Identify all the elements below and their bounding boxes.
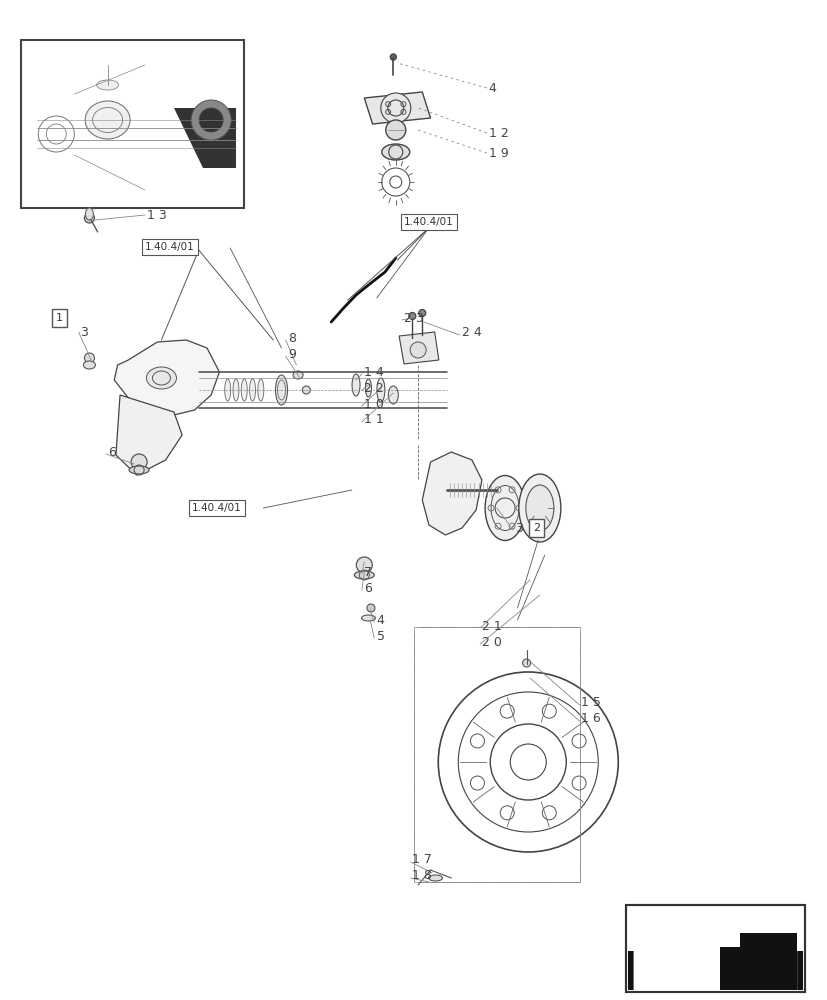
Circle shape: [84, 353, 94, 363]
Ellipse shape: [84, 361, 95, 369]
Text: 1.40.4/01: 1.40.4/01: [192, 503, 241, 513]
Circle shape: [418, 310, 425, 316]
Ellipse shape: [129, 466, 149, 474]
Text: 1 1: 1 1: [364, 413, 384, 426]
Ellipse shape: [232, 379, 239, 401]
Text: 6: 6: [108, 446, 116, 458]
Text: 2 3: 2 3: [404, 312, 423, 325]
Polygon shape: [633, 913, 796, 990]
Text: 6: 6: [364, 581, 372, 594]
Ellipse shape: [381, 144, 409, 160]
Circle shape: [500, 704, 514, 718]
Ellipse shape: [361, 615, 375, 621]
Ellipse shape: [97, 80, 118, 90]
Circle shape: [522, 659, 530, 667]
Text: 2 1: 2 1: [481, 619, 501, 632]
Polygon shape: [114, 340, 219, 415]
Text: 2 2: 2 2: [364, 381, 384, 394]
Circle shape: [542, 806, 556, 820]
Text: 1 5: 1 5: [581, 696, 600, 709]
Ellipse shape: [351, 374, 360, 396]
Text: 1 2: 1 2: [488, 127, 508, 140]
Text: 8: 8: [288, 332, 296, 345]
Circle shape: [470, 734, 484, 748]
Text: 9: 9: [288, 348, 296, 360]
Text: 1 0: 1 0: [364, 397, 384, 410]
Text: 1: 1: [56, 313, 63, 323]
Text: 5: 5: [376, 630, 385, 642]
Text: 2 0: 2 0: [481, 636, 501, 648]
Circle shape: [409, 342, 426, 358]
Text: 1 7: 1 7: [412, 853, 432, 866]
Bar: [625, 905, 804, 992]
Polygon shape: [116, 395, 182, 475]
Bar: [625, 905, 804, 992]
Ellipse shape: [249, 379, 256, 401]
Ellipse shape: [85, 208, 93, 220]
Ellipse shape: [525, 485, 553, 531]
Ellipse shape: [519, 474, 560, 542]
Text: 2: 2: [533, 523, 539, 533]
Circle shape: [571, 776, 586, 790]
Circle shape: [356, 557, 372, 573]
Text: 1.40.4/01: 1.40.4/01: [145, 242, 194, 252]
Circle shape: [571, 734, 586, 748]
Polygon shape: [399, 332, 438, 364]
Circle shape: [366, 604, 375, 612]
Ellipse shape: [293, 371, 303, 379]
Text: 1 8: 1 8: [412, 869, 432, 882]
Polygon shape: [174, 108, 236, 168]
Text: 3: 3: [80, 326, 88, 339]
Ellipse shape: [257, 379, 264, 401]
Circle shape: [191, 100, 231, 140]
Text: 1.40.4/01: 1.40.4/01: [404, 217, 453, 227]
Text: 3: 3: [514, 522, 523, 534]
Polygon shape: [719, 933, 796, 990]
Polygon shape: [422, 452, 481, 535]
Ellipse shape: [302, 386, 310, 394]
Ellipse shape: [376, 378, 385, 402]
Circle shape: [409, 313, 415, 320]
Ellipse shape: [275, 375, 287, 405]
Circle shape: [380, 93, 410, 123]
Text: 4: 4: [488, 82, 496, 95]
Bar: [21, 40, 244, 208]
Text: 4: 4: [376, 613, 385, 626]
Circle shape: [470, 776, 484, 790]
Ellipse shape: [365, 379, 371, 397]
Text: 7: 7: [364, 565, 372, 578]
Circle shape: [199, 108, 222, 132]
Polygon shape: [364, 92, 430, 124]
Circle shape: [131, 454, 147, 470]
Ellipse shape: [354, 571, 374, 579]
Text: 2 4: 2 4: [461, 326, 481, 340]
Circle shape: [390, 54, 396, 60]
Bar: [627, 951, 802, 990]
Text: 1 4: 1 4: [364, 365, 384, 378]
Text: 1 9: 1 9: [488, 147, 508, 160]
Ellipse shape: [146, 367, 176, 389]
Ellipse shape: [85, 101, 130, 139]
Text: 1 3: 1 3: [147, 209, 167, 222]
Circle shape: [84, 213, 94, 223]
Ellipse shape: [428, 875, 442, 881]
Text: 1 6: 1 6: [581, 712, 600, 725]
Ellipse shape: [485, 476, 524, 540]
Circle shape: [500, 806, 514, 820]
Circle shape: [385, 120, 405, 140]
Circle shape: [542, 704, 556, 718]
Ellipse shape: [241, 379, 247, 401]
Ellipse shape: [388, 386, 398, 404]
Ellipse shape: [224, 379, 231, 401]
